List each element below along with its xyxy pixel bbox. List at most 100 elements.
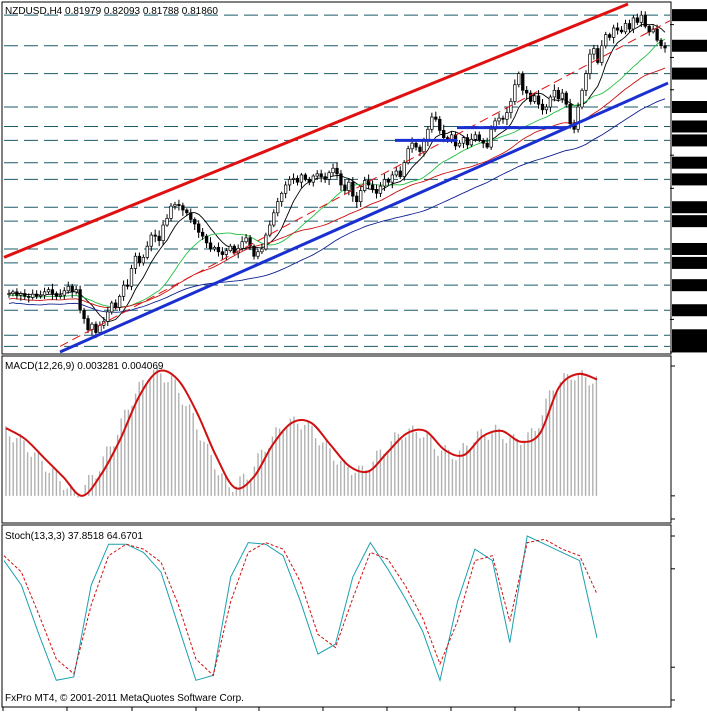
candle-body xyxy=(457,142,462,147)
candle-body xyxy=(532,95,537,102)
candle-body xyxy=(66,285,70,292)
candle-body xyxy=(382,179,387,187)
candle-body xyxy=(564,92,568,105)
candle-body xyxy=(461,137,466,144)
candle-body xyxy=(232,245,236,254)
candle-body xyxy=(165,218,169,226)
candle-body xyxy=(11,291,15,294)
candle-body xyxy=(351,181,355,197)
candle-body xyxy=(615,27,620,31)
stoch-header: Stoch(13,3,3) 37.8518 64.6701 xyxy=(5,531,143,542)
candle-body xyxy=(200,231,205,237)
candle-body xyxy=(38,294,43,297)
candle-body xyxy=(394,170,398,176)
candle-body xyxy=(509,101,513,113)
candle-body xyxy=(485,142,489,148)
candle-body xyxy=(86,318,90,331)
candle-body xyxy=(469,138,474,146)
candle-body xyxy=(635,17,640,23)
price-label-box xyxy=(672,134,707,147)
candle-body xyxy=(173,204,177,207)
candle-body xyxy=(517,73,521,86)
stoch-axis xyxy=(671,535,675,701)
candle-body xyxy=(311,175,315,183)
macd-axis xyxy=(671,365,675,520)
candle-body xyxy=(608,34,612,38)
candle-body xyxy=(505,112,509,120)
candle-body xyxy=(295,177,300,183)
price-label-box xyxy=(672,340,707,353)
candle-body xyxy=(422,140,426,152)
candle-body xyxy=(347,181,351,191)
candle-body xyxy=(619,29,624,33)
candle-body xyxy=(418,146,422,152)
candle-body xyxy=(327,172,331,180)
candle-body xyxy=(596,48,600,63)
time-axis xyxy=(2,707,580,711)
candle-body xyxy=(434,116,438,120)
candle-body xyxy=(497,117,501,122)
candle-body xyxy=(611,27,616,38)
candle-body xyxy=(663,45,667,49)
candle-body xyxy=(655,28,659,41)
candle-body xyxy=(280,192,284,203)
candle-body xyxy=(426,128,430,141)
candle-body xyxy=(137,255,142,264)
ma-long xyxy=(8,98,666,313)
price-label-box xyxy=(672,39,707,52)
candle-body xyxy=(631,17,636,30)
candle-body xyxy=(19,293,23,296)
price-label-box xyxy=(672,9,707,22)
candle-body xyxy=(193,219,197,225)
candle-body xyxy=(94,323,98,333)
candle-body xyxy=(398,170,402,177)
candle-body xyxy=(473,134,477,140)
candle-body xyxy=(576,106,580,130)
candle-body xyxy=(623,23,628,33)
candle-body xyxy=(540,103,545,111)
candle-body xyxy=(529,92,533,102)
price-label-box xyxy=(672,329,707,342)
candle-body xyxy=(27,295,31,298)
candle-body xyxy=(552,89,557,98)
channel-upper-line xyxy=(3,2,629,259)
candle-body xyxy=(588,53,592,74)
candle-body xyxy=(406,148,410,164)
candle-body xyxy=(272,212,276,226)
candle-body xyxy=(283,184,288,194)
macd-header: MACD(12,26,9) 0.003281 0.004069 xyxy=(5,361,164,372)
candle-body xyxy=(370,184,375,190)
candle-body xyxy=(374,189,379,194)
candle-body xyxy=(220,251,225,255)
candle-body xyxy=(363,180,367,191)
price-label-box xyxy=(672,215,707,228)
candle-body xyxy=(129,268,134,287)
candle-body xyxy=(70,285,74,293)
candle-body xyxy=(465,137,470,146)
candle-body xyxy=(355,195,359,203)
candle-body xyxy=(291,177,296,180)
candle-body xyxy=(651,28,655,33)
candle-body xyxy=(58,294,63,297)
price-label-box xyxy=(672,304,707,317)
candle-body xyxy=(23,293,27,297)
candle-body xyxy=(208,242,213,250)
price-label-box xyxy=(672,173,707,186)
candle-body xyxy=(189,212,193,220)
candle-body xyxy=(339,173,343,186)
candle-body xyxy=(584,73,588,91)
candle-body xyxy=(133,255,138,269)
candle-body xyxy=(177,204,181,206)
candle-body xyxy=(643,14,647,27)
candle-body xyxy=(335,167,339,175)
candle-body xyxy=(331,167,335,174)
candle-body xyxy=(513,84,517,102)
trendlines xyxy=(3,2,671,354)
price-label-box xyxy=(672,242,707,255)
candle-body xyxy=(536,95,541,105)
price-label-box xyxy=(672,156,707,169)
candle-body xyxy=(106,311,110,322)
candle-body xyxy=(402,162,406,177)
